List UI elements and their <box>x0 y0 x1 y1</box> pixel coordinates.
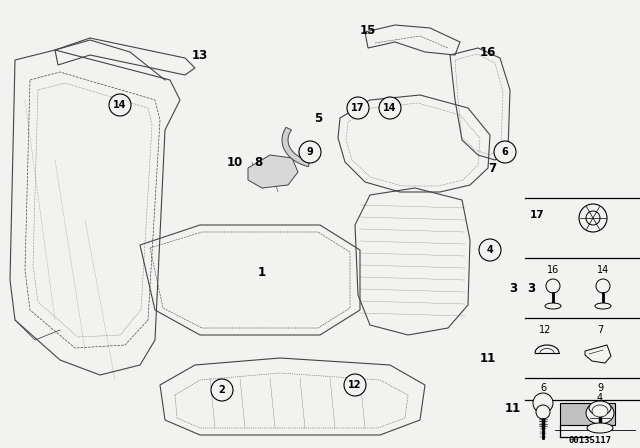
Text: 2: 2 <box>540 393 546 403</box>
Text: 1: 1 <box>258 266 266 279</box>
Text: 00135117: 00135117 <box>568 435 611 444</box>
Text: 3: 3 <box>509 281 517 294</box>
Text: 10: 10 <box>227 155 243 168</box>
Text: 16: 16 <box>480 46 496 59</box>
Circle shape <box>109 94 131 116</box>
Text: 17: 17 <box>530 210 545 220</box>
Ellipse shape <box>587 423 613 433</box>
Circle shape <box>596 279 610 293</box>
Circle shape <box>479 239 501 261</box>
Text: 4: 4 <box>486 245 493 255</box>
Circle shape <box>546 279 560 293</box>
Ellipse shape <box>589 401 611 415</box>
Circle shape <box>533 393 553 413</box>
Text: 16: 16 <box>547 265 559 275</box>
Text: 17: 17 <box>351 103 365 113</box>
Polygon shape <box>248 155 298 188</box>
Circle shape <box>347 97 369 119</box>
Bar <box>560 403 615 425</box>
Text: 6: 6 <box>540 383 546 393</box>
Circle shape <box>211 379 233 401</box>
Text: 15: 15 <box>360 23 376 36</box>
Ellipse shape <box>586 402 614 424</box>
Polygon shape <box>282 127 310 167</box>
Ellipse shape <box>595 303 611 309</box>
Text: 12: 12 <box>348 380 362 390</box>
Text: 5: 5 <box>314 112 322 125</box>
Circle shape <box>579 204 607 232</box>
Text: 7: 7 <box>488 161 496 175</box>
Circle shape <box>536 405 550 419</box>
Circle shape <box>344 374 366 396</box>
Text: 14: 14 <box>113 100 127 110</box>
Text: 2: 2 <box>219 385 225 395</box>
Text: 11: 11 <box>505 401 521 414</box>
Text: 6: 6 <box>502 147 508 157</box>
Text: 7: 7 <box>597 325 603 335</box>
Circle shape <box>379 97 401 119</box>
Ellipse shape <box>545 303 561 309</box>
Circle shape <box>586 211 600 225</box>
Text: 14: 14 <box>383 103 397 113</box>
Ellipse shape <box>592 405 608 417</box>
Text: 11: 11 <box>480 352 496 365</box>
Text: 14: 14 <box>597 265 609 275</box>
Text: 3: 3 <box>527 281 535 294</box>
Circle shape <box>299 141 321 163</box>
Text: 13: 13 <box>192 48 208 61</box>
Text: 4: 4 <box>597 393 603 403</box>
Text: 9: 9 <box>307 147 314 157</box>
Text: 12: 12 <box>539 325 551 335</box>
Circle shape <box>494 141 516 163</box>
Text: 8: 8 <box>254 155 262 168</box>
Text: 9: 9 <box>597 383 603 393</box>
